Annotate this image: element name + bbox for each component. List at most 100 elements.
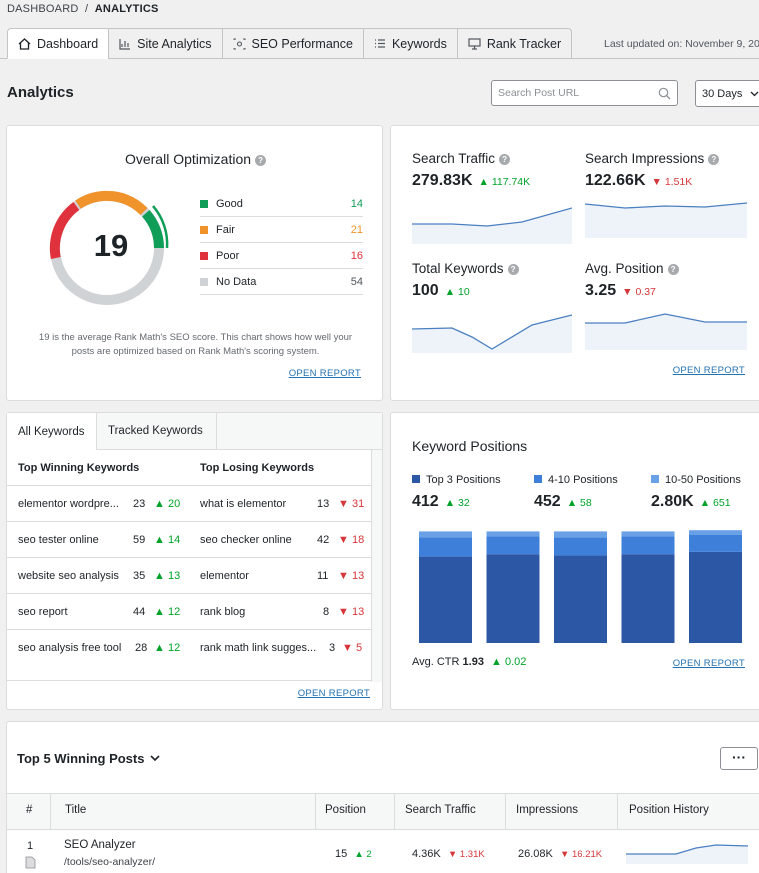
monitor-icon [468, 37, 481, 50]
optimization-donut [49, 190, 169, 305]
metric-change-value: 117.74K [491, 176, 531, 188]
winning-position: 35 [133, 570, 146, 582]
col-impressions[interactable]: Impressions [516, 804, 578, 816]
breadcrumb-root[interactable]: DASHBOARD [7, 3, 79, 15]
post-title[interactable]: SEO Analyzer [64, 839, 136, 851]
change-value: 32 [458, 497, 470, 509]
help-icon[interactable]: ? [255, 154, 267, 166]
tab-site-analytics[interactable]: Site Analytics [108, 28, 222, 59]
col-divider [315, 793, 316, 829]
traffic-value: 4.36K [412, 848, 441, 860]
legend-value: 54 [350, 275, 363, 288]
post-url[interactable]: /tools/seo-analyzer/ [64, 856, 156, 868]
help-icon[interactable]: ? [667, 263, 679, 275]
tab-tracked-keywords[interactable]: Tracked Keywords [97, 413, 217, 449]
legend-swatch [200, 199, 208, 208]
change-value: 20 [167, 498, 181, 510]
losing-keyword[interactable]: what is elementor [200, 498, 287, 510]
losing-change: ▼ 18 [338, 534, 365, 546]
tab-label: Rank Tracker [486, 36, 562, 51]
breadcrumb-current: ANALYTICS [94, 3, 159, 15]
change-value: 13 [167, 570, 181, 582]
winning-keyword[interactable]: website seo analysis [18, 570, 119, 582]
col-search-traffic[interactable]: Search Traffic [405, 804, 476, 816]
losing-change: ▼ 5 [342, 642, 363, 654]
top-posts-title[interactable]: Top 5 Winning Posts [17, 751, 161, 766]
change-value: 1.31K [459, 849, 485, 860]
winning-keyword[interactable]: seo analysis free tool [18, 642, 122, 654]
bar-2-segment-3 [486, 531, 540, 537]
help-icon[interactable]: ? [507, 263, 519, 275]
breadcrumb-separator: / [85, 3, 89, 15]
tab-seo-performance[interactable]: SEO Performance [221, 28, 363, 59]
col-position[interactable]: Position [325, 804, 366, 816]
winning-keyword[interactable]: elementor wordpre... [18, 498, 119, 510]
col-divider [394, 793, 395, 829]
losing-keyword[interactable]: rank blog [200, 606, 246, 618]
bar-1-segment-3 [419, 531, 472, 538]
keywords-open-report-link[interactable]: OPEN REPORT [297, 688, 370, 699]
chevron-down-icon [750, 91, 759, 96]
col-position-history: Position History [629, 804, 709, 816]
losing-change: ▼ 13 [338, 606, 365, 618]
tab-all-keywords[interactable]: All Keywords [7, 413, 97, 450]
post-impressions: 26.08K ▼ 16.21K [518, 848, 603, 860]
breadcrumb: DASHBOARD / ANALYTICS [7, 3, 159, 15]
help-icon[interactable]: ? [499, 153, 511, 165]
change-value: 12 [167, 606, 181, 618]
overall-optimization-card: Overall Optimization? 19 Good 14 Fair 21 P… [6, 125, 383, 401]
bar-4-segment-1 [621, 554, 675, 643]
losing-keyword[interactable]: seo checker online [200, 534, 292, 546]
optimization-title: Overall Optimization? [7, 151, 384, 167]
optimization-description: 19 is the average Rank Math's SEO score.… [38, 332, 353, 357]
traffic-sparkline [412, 207, 572, 244]
metrics-open-report-link[interactable]: OPEN REPORT [672, 365, 745, 376]
avg-ctr: Avg. CTR 1.93 ▲ 0.02 [412, 656, 526, 668]
keywords-tabbar: All Keywords Tracked Keywords [7, 413, 382, 450]
keywords-scrollbar[interactable] [371, 450, 382, 682]
change-value: 13 [351, 570, 365, 582]
losing-position: 8 [323, 606, 330, 618]
legend-fair: Fair 21 [200, 217, 363, 243]
post-traffic: 4.36K ▼ 1.31K [412, 848, 485, 860]
bar-5-segment-2 [689, 535, 742, 552]
top-posts-card: Top 5 Winning Posts ··· [6, 721, 759, 873]
tab-dashboard[interactable]: Dashboard [7, 28, 109, 59]
legend-good: Good 14 [200, 191, 363, 217]
more-options-button[interactable]: ··· [720, 747, 758, 770]
tab-label: Tracked Keywords [108, 425, 203, 437]
group-change: ▲ 651 [699, 497, 731, 509]
losing-position: 13 [317, 498, 330, 510]
date-range-select[interactable]: 30 Days [695, 80, 759, 107]
winning-keyword[interactable]: seo tester online [18, 534, 99, 546]
losing-keyword[interactable]: elementor [200, 570, 249, 582]
metric-change: ▼ 0.37 [622, 286, 656, 298]
search-input[interactable]: Search Post URL [491, 80, 678, 106]
position-sparkline [585, 313, 747, 350]
table-row: elementor wordpre... 23 ▲ 20 what is ele… [7, 485, 371, 521]
table-row: seo report 44 ▲ 12 rank blog 8 ▼ 13 [7, 593, 371, 629]
bar-3-segment-1 [554, 555, 607, 643]
tab-rank-tracker[interactable]: Rank Tracker [456, 28, 573, 59]
tab-label: Dashboard [37, 36, 99, 51]
tab-label: Keywords [391, 36, 447, 51]
post-position: 15 ▲ 2 [335, 848, 372, 860]
group-change: ▲ 32 [444, 497, 470, 509]
positions-open-report-link[interactable]: OPEN REPORT [672, 658, 745, 669]
legend-swatch [412, 475, 420, 483]
change-value: 0.02 [504, 656, 527, 668]
help-icon[interactable]: ? [708, 153, 720, 165]
page-title: Analytics [7, 84, 74, 101]
change-value: 31 [351, 498, 365, 510]
change-value: 12 [167, 642, 181, 654]
winning-change: ▲ 12 [154, 606, 181, 618]
tab-keywords[interactable]: Keywords [362, 28, 457, 59]
winning-position: 23 [133, 498, 146, 510]
tab-label: Site Analytics [137, 36, 212, 51]
metric-change: ▲ 117.74K [478, 176, 531, 188]
winning-keyword[interactable]: seo report [18, 606, 68, 618]
ctr-label: Avg. CTR [412, 656, 460, 668]
change-value: 16.21K [571, 849, 603, 860]
optimization-open-report-link[interactable]: OPEN REPORT [288, 368, 361, 379]
losing-keyword[interactable]: rank math link sugges... [200, 642, 317, 654]
